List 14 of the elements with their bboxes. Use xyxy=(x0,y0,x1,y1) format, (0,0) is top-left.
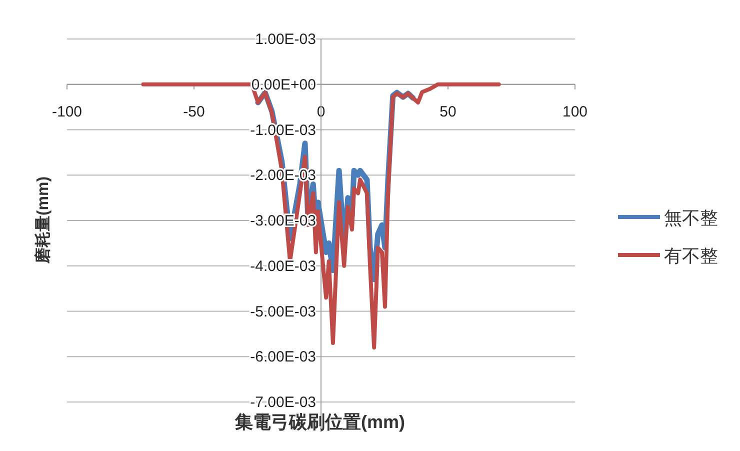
x-tick-label: 50 xyxy=(440,103,456,120)
y-tick-label: -5.00E-03 xyxy=(250,303,316,320)
legend-label: 有不整 xyxy=(664,246,718,266)
x-axis-title: 集電弓碳刷位置(mm) xyxy=(234,412,406,432)
x-tick-label: -50 xyxy=(183,103,205,120)
y-tick-label: 1.00E-03 xyxy=(255,31,316,48)
legend-label: 無不整 xyxy=(664,208,718,228)
y-tick-label: -7.00E-03 xyxy=(250,394,316,411)
y-axis-title: 磨耗量(mm) xyxy=(34,176,52,265)
y-tick-label: 0.00E+00 xyxy=(251,76,316,94)
y-tick-label: -6.00E-03 xyxy=(250,348,316,366)
y-tick-label: -4.00E-03 xyxy=(250,258,316,275)
x-tick-label: -100 xyxy=(52,103,82,120)
x-tick-label: 100 xyxy=(562,103,588,120)
